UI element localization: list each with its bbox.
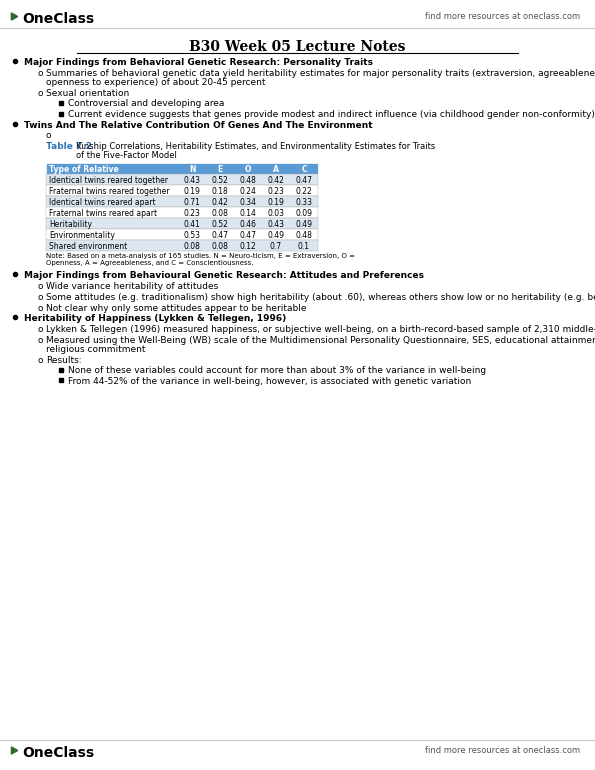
Text: find more resources at oneclass.com: find more resources at oneclass.com xyxy=(425,12,580,21)
Text: OneClass: OneClass xyxy=(22,12,94,26)
Text: o: o xyxy=(37,303,42,313)
Text: 0.53: 0.53 xyxy=(183,231,201,240)
Text: o: o xyxy=(37,69,42,78)
Bar xyxy=(46,196,318,207)
Bar xyxy=(59,112,63,116)
Text: None of these variables could account for more than about 3% of the variance in : None of these variables could account fo… xyxy=(68,367,486,375)
Text: Measured using the Well-Being (WB) scale of the Multidimensional Personality Que: Measured using the Well-Being (WB) scale… xyxy=(46,336,595,345)
Text: 0.42: 0.42 xyxy=(268,176,284,185)
Text: Identical twins reared apart: Identical twins reared apart xyxy=(49,198,156,207)
Text: Kinship Correlations, Heritability Estimates, and Environmentality Estimates for: Kinship Correlations, Heritability Estim… xyxy=(76,142,436,151)
Text: openness to experience) of about 20-45 percent: openness to experience) of about 20-45 p… xyxy=(46,78,265,87)
Bar xyxy=(46,218,318,229)
Text: Type of Relative: Type of Relative xyxy=(49,165,119,174)
Text: 0.19: 0.19 xyxy=(268,198,284,207)
Bar xyxy=(46,163,318,174)
Text: 0.23: 0.23 xyxy=(268,187,284,196)
Text: o: o xyxy=(37,282,42,291)
Text: Results:: Results: xyxy=(46,356,82,364)
Text: 0.23: 0.23 xyxy=(184,209,201,218)
Bar xyxy=(46,229,318,240)
Bar xyxy=(59,378,63,383)
Text: 0.48: 0.48 xyxy=(240,176,256,185)
Text: 0.52: 0.52 xyxy=(212,176,228,185)
Text: 0.47: 0.47 xyxy=(211,231,228,240)
Text: 0.47: 0.47 xyxy=(240,231,256,240)
Text: 0.42: 0.42 xyxy=(212,198,228,207)
Bar xyxy=(46,207,318,218)
Text: Shared environment: Shared environment xyxy=(49,242,127,251)
Text: B30 Week 05 Lecture Notes: B30 Week 05 Lecture Notes xyxy=(189,40,405,54)
Text: Some attitudes (e.g. traditionalism) show high heritability (about .60), whereas: Some attitudes (e.g. traditionalism) sho… xyxy=(46,293,595,302)
Text: Openness, A = Agreeableness, and C = Conscientiousness.: Openness, A = Agreeableness, and C = Con… xyxy=(46,260,253,266)
Bar xyxy=(59,368,63,372)
Text: O: O xyxy=(245,165,251,174)
Bar xyxy=(46,240,318,251)
Text: 0.34: 0.34 xyxy=(240,198,256,207)
Text: 0.43: 0.43 xyxy=(268,220,284,229)
Text: From 44-52% of the variance in well-being, however, is associated with genetic v: From 44-52% of the variance in well-bein… xyxy=(68,377,471,386)
Text: 0.14: 0.14 xyxy=(240,209,256,218)
Text: Controversial and developing area: Controversial and developing area xyxy=(68,99,224,109)
Text: 0.71: 0.71 xyxy=(184,198,201,207)
Text: Major Findings from Behavioral Genetic Research: Personality Traits: Major Findings from Behavioral Genetic R… xyxy=(24,58,373,67)
Text: Note: Based on a meta-analysis of 165 studies. N = Neuro-ticism, E = Extraversio: Note: Based on a meta-analysis of 165 st… xyxy=(46,253,355,259)
Text: of the Five-Factor Model: of the Five-Factor Model xyxy=(76,151,177,160)
Text: 0.03: 0.03 xyxy=(268,209,284,218)
Text: 0.19: 0.19 xyxy=(184,187,201,196)
Text: Heritability of Happiness (Lykken & Tellegen, 1996): Heritability of Happiness (Lykken & Tell… xyxy=(24,314,286,323)
Text: 0.1: 0.1 xyxy=(298,242,310,251)
Text: 0.33: 0.33 xyxy=(296,198,312,207)
Text: Wide variance heritability of attitudes: Wide variance heritability of attitudes xyxy=(46,282,218,291)
Text: Major Findings from Behavioural Genetic Research: Attitudes and Preferences: Major Findings from Behavioural Genetic … xyxy=(24,271,424,280)
Text: o: o xyxy=(37,336,42,345)
Text: find more resources at oneclass.com: find more resources at oneclass.com xyxy=(425,746,580,755)
Text: Environmentality: Environmentality xyxy=(49,231,115,240)
Text: C: C xyxy=(301,165,307,174)
Text: E: E xyxy=(217,165,223,174)
Text: Fraternal twins reared apart: Fraternal twins reared apart xyxy=(49,209,157,218)
Text: Sexual orientation: Sexual orientation xyxy=(46,89,129,98)
Text: 0.7: 0.7 xyxy=(270,242,282,251)
Text: 0.41: 0.41 xyxy=(184,220,201,229)
Text: 0.48: 0.48 xyxy=(296,231,312,240)
Text: 0.18: 0.18 xyxy=(212,187,228,196)
Text: OneClass: OneClass xyxy=(22,746,94,760)
Text: A: A xyxy=(273,165,279,174)
Text: 0.24: 0.24 xyxy=(240,187,256,196)
Text: 0.08: 0.08 xyxy=(212,242,228,251)
Text: 0.08: 0.08 xyxy=(184,242,201,251)
Text: 0.43: 0.43 xyxy=(183,176,201,185)
Text: Table 7.2: Table 7.2 xyxy=(46,142,92,151)
Text: 0.47: 0.47 xyxy=(296,176,312,185)
Text: 0.12: 0.12 xyxy=(240,242,256,251)
Bar xyxy=(46,185,318,196)
Text: Lykken & Tellegen (1996) measured happiness, or subjective well-being, on a birt: Lykken & Tellegen (1996) measured happin… xyxy=(46,325,595,334)
Bar xyxy=(59,101,63,105)
Bar xyxy=(46,174,318,185)
Text: 0.52: 0.52 xyxy=(212,220,228,229)
Text: 0.49: 0.49 xyxy=(296,220,312,229)
Text: 0.08: 0.08 xyxy=(212,209,228,218)
Text: o: o xyxy=(37,356,42,364)
Text: Identical twins reared together: Identical twins reared together xyxy=(49,176,168,185)
Text: Current evidence suggests that genes provide modest and indirect influence (via : Current evidence suggests that genes pro… xyxy=(68,110,595,119)
Text: o: o xyxy=(37,89,42,98)
Text: Heritability: Heritability xyxy=(49,220,92,229)
Text: Twins And The Relative Contribution Of Genes And The Environment: Twins And The Relative Contribution Of G… xyxy=(24,121,372,129)
Text: 0.22: 0.22 xyxy=(296,187,312,196)
Text: N: N xyxy=(189,165,195,174)
Text: 0.09: 0.09 xyxy=(296,209,312,218)
Text: 0.49: 0.49 xyxy=(268,231,284,240)
Text: 0.46: 0.46 xyxy=(240,220,256,229)
Text: Fraternal twins reared together: Fraternal twins reared together xyxy=(49,187,170,196)
Text: Not clear why only some attitudes appear to be heritable: Not clear why only some attitudes appear… xyxy=(46,303,306,313)
Text: religious commitment: religious commitment xyxy=(46,345,146,353)
Text: o: o xyxy=(37,293,42,302)
Text: o: o xyxy=(37,325,42,334)
Text: o: o xyxy=(46,132,52,140)
Text: Summaries of behavioral genetic data yield heritability estimates for major pers: Summaries of behavioral genetic data yie… xyxy=(46,69,595,78)
